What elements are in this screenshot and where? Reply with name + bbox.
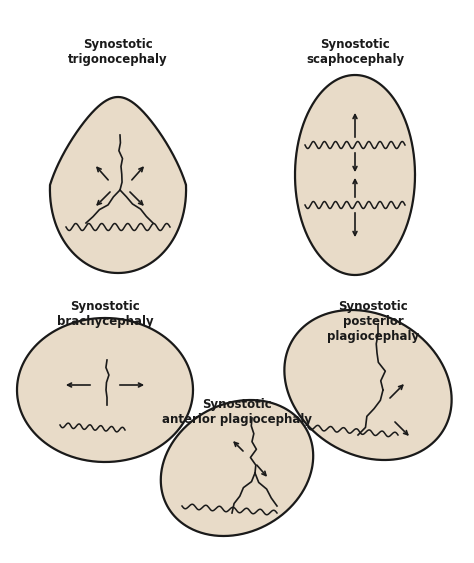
- Polygon shape: [17, 318, 193, 462]
- Text: Synostotic
scaphocephaly: Synostotic scaphocephaly: [306, 38, 404, 66]
- Polygon shape: [161, 400, 313, 536]
- Text: Synostotic
anterior plagiocephaly: Synostotic anterior plagiocephaly: [162, 398, 312, 426]
- Text: Synostotic
brachycephaly: Synostotic brachycephaly: [57, 300, 153, 328]
- Polygon shape: [295, 75, 415, 275]
- Text: Synostotic
posterior
plagiocephaly: Synostotic posterior plagiocephaly: [327, 300, 419, 343]
- Polygon shape: [284, 310, 452, 460]
- Text: Synostotic
trigonocephaly: Synostotic trigonocephaly: [68, 38, 168, 66]
- Polygon shape: [50, 97, 186, 273]
